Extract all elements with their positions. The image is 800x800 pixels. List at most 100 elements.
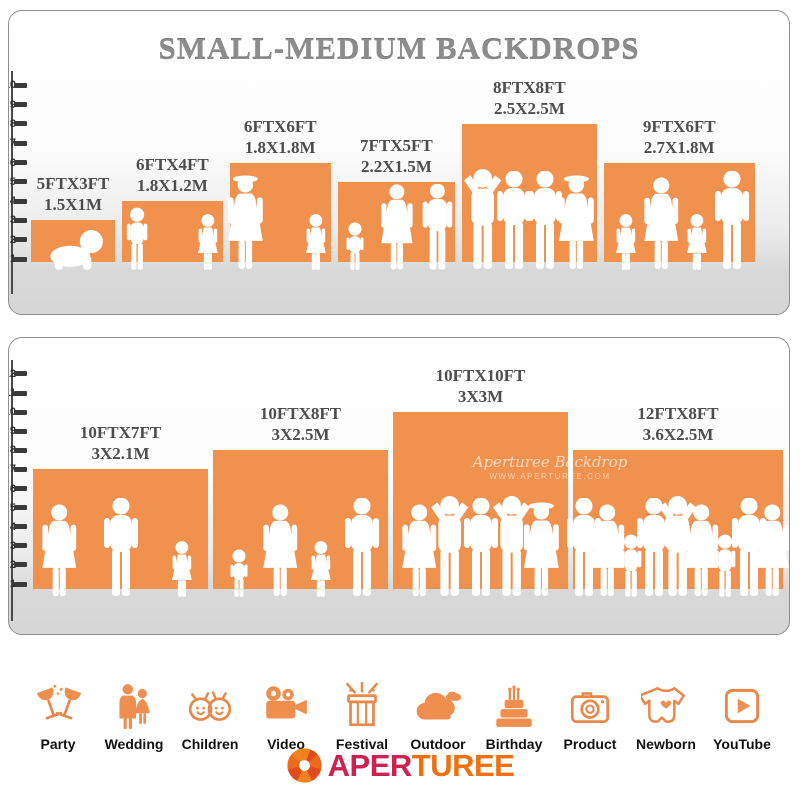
y-axis-line bbox=[11, 71, 13, 294]
person-silhouette bbox=[614, 213, 638, 271]
category-label: Newborn bbox=[636, 736, 696, 752]
y-axis-tick-mark bbox=[14, 562, 27, 568]
y-axis-tick-mark bbox=[14, 390, 27, 396]
y-axis-tick-label: 9 bbox=[9, 98, 16, 111]
person-silhouette bbox=[379, 184, 415, 271]
y-axis-tick-mark bbox=[14, 371, 27, 377]
category-birthday: Birthday bbox=[480, 681, 548, 752]
y-axis-tick-mark bbox=[14, 121, 27, 127]
y-axis-tick-label: 5 bbox=[9, 501, 16, 514]
birthday-icon bbox=[489, 681, 539, 731]
category-label: Children bbox=[181, 736, 239, 752]
category-label: Birthday bbox=[485, 736, 543, 752]
category-label: YouTube bbox=[713, 736, 771, 752]
category-youtube: YouTube bbox=[708, 681, 776, 752]
youtube-icon bbox=[717, 681, 767, 731]
outdoor-icon bbox=[413, 681, 463, 731]
y-axis-tick-label: 2 bbox=[9, 233, 16, 246]
bar-size-label: 10FTX8FT 3X2.5M bbox=[259, 404, 342, 445]
category-label: Festival bbox=[335, 736, 389, 752]
bar-size-label: 6FTX4FT 1.8X1.2M bbox=[136, 155, 209, 196]
person-silhouette bbox=[521, 501, 562, 598]
category-label: Outdoor bbox=[410, 736, 466, 752]
y-axis-line bbox=[11, 359, 13, 621]
y-axis-tick-label: 7 bbox=[9, 137, 16, 150]
children-icon bbox=[185, 681, 235, 731]
y-axis-tick-mark bbox=[14, 524, 27, 530]
product-icon bbox=[565, 681, 615, 731]
brand-logo-text: APERTUREE bbox=[327, 748, 515, 783]
person-silhouette bbox=[229, 548, 249, 598]
category-label: Party bbox=[40, 736, 76, 752]
person-silhouette bbox=[309, 540, 333, 598]
y-axis-tick-mark bbox=[14, 198, 27, 204]
y-axis-tick-mark bbox=[14, 140, 27, 146]
category-wedding: Wedding bbox=[100, 681, 168, 752]
person-silhouette bbox=[170, 540, 194, 598]
person-silhouette bbox=[712, 171, 752, 271]
person-silhouette bbox=[225, 174, 266, 271]
bar-size-label: 5FTX3FT 1.5X1M bbox=[36, 174, 110, 215]
y-axis-tick-mark bbox=[14, 447, 27, 453]
person-silhouette bbox=[642, 177, 681, 271]
page-title: SMALL-MEDIUM BACKDROPS bbox=[158, 31, 640, 66]
category-label: Product bbox=[563, 736, 617, 752]
y-axis-tick-mark bbox=[14, 486, 27, 491]
person-silhouette bbox=[304, 213, 328, 271]
y-axis-tick-mark bbox=[14, 179, 27, 185]
person-silhouette bbox=[556, 174, 597, 271]
y-axis-tick-mark bbox=[14, 102, 27, 108]
category-label: Video bbox=[267, 736, 305, 752]
party-icon bbox=[33, 681, 83, 731]
aperture-icon bbox=[286, 747, 323, 784]
y-axis-tick-mark bbox=[14, 217, 27, 223]
person-silhouette bbox=[342, 498, 382, 598]
y-axis-tick-label: 1 bbox=[9, 253, 16, 265]
y-axis-tick-label: 4 bbox=[9, 195, 16, 208]
y-axis-tick-mark bbox=[14, 237, 27, 243]
bar-size-label: 10FTX10FT 3X3M bbox=[435, 366, 526, 407]
bar-size-label: 8FTX8FT 2.5X2.5M bbox=[493, 77, 566, 118]
y-axis-tick-label: 3 bbox=[9, 539, 16, 552]
person-silhouette bbox=[196, 213, 220, 271]
newborn-icon bbox=[641, 681, 691, 731]
brand-logo: APERTUREE bbox=[0, 747, 800, 784]
person-silhouette bbox=[420, 184, 455, 271]
category-outdoor: Outdoor bbox=[404, 681, 472, 752]
category-label: Wedding bbox=[104, 736, 164, 752]
y-axis-tick-mark bbox=[14, 581, 27, 587]
category-icon-row: Party Wedding Children Video Festival Ou… bbox=[8, 658, 792, 752]
y-axis-tick-label: 8 bbox=[9, 444, 16, 457]
y-axis-tick-label: 5 bbox=[9, 175, 16, 188]
category-party: Party bbox=[24, 681, 92, 752]
y-axis-tick-label: 9 bbox=[9, 425, 16, 438]
y-axis-tick-label: 12 bbox=[9, 367, 16, 380]
person-silhouette bbox=[40, 504, 79, 598]
y-axis-tick-mark bbox=[14, 256, 27, 262]
y-axis-tick-label: 6 bbox=[9, 482, 16, 495]
category-product: Product bbox=[556, 681, 624, 752]
y-axis-tick-label: 1 bbox=[9, 578, 16, 590]
festival-icon bbox=[337, 681, 387, 731]
bar-size-label: 7FTX5FT 2.2X1.5M bbox=[360, 135, 433, 176]
y-axis-tick-label: 8 bbox=[9, 117, 16, 130]
y-axis-tick-mark bbox=[14, 543, 27, 549]
person-silhouette bbox=[261, 504, 300, 598]
person-silhouette bbox=[685, 213, 709, 271]
y-axis-tick-mark bbox=[14, 409, 27, 415]
y-axis-tick-mark bbox=[14, 466, 27, 472]
y-axis-tick-label: 11 bbox=[9, 387, 16, 399]
y-axis-tick-label: 10 bbox=[9, 79, 16, 92]
y-axis-tick-mark bbox=[14, 428, 27, 434]
y-axis-tick-label: 7 bbox=[9, 463, 16, 476]
y-axis-tick-mark bbox=[14, 82, 27, 88]
person-silhouette bbox=[42, 229, 105, 271]
y-axis-tick-mark bbox=[14, 160, 27, 165]
person-silhouette bbox=[345, 221, 365, 271]
person-silhouette bbox=[753, 504, 790, 598]
category-festival: Festival bbox=[328, 681, 396, 752]
wedding-icon bbox=[109, 681, 159, 731]
category-children: Children bbox=[176, 681, 244, 752]
y-axis-tick-label: 4 bbox=[9, 520, 16, 533]
